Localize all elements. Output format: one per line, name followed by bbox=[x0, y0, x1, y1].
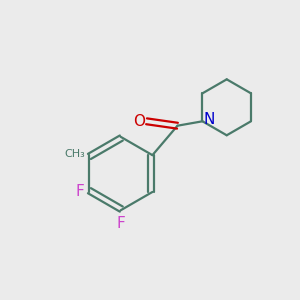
Text: F: F bbox=[76, 184, 84, 200]
Text: F: F bbox=[116, 216, 125, 231]
Text: CH₃: CH₃ bbox=[64, 149, 85, 159]
Text: N: N bbox=[204, 112, 215, 127]
Text: O: O bbox=[133, 114, 145, 129]
